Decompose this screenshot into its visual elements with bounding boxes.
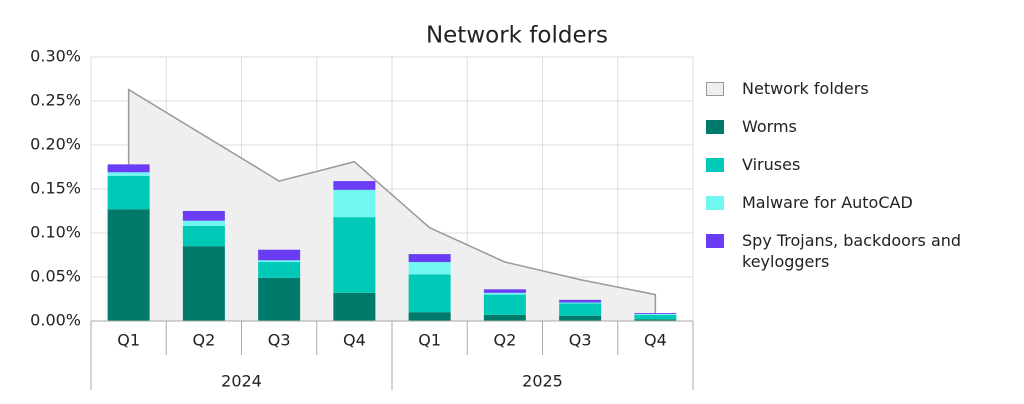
legend-item: Malware for AutoCAD	[706, 192, 1016, 213]
bar-segment	[408, 274, 451, 313]
y-tick-label: 0.15%	[30, 179, 81, 198]
y-tick-label: 0.05%	[30, 267, 81, 286]
bar-segment	[559, 315, 602, 321]
legend-label: Worms	[742, 117, 797, 136]
bar-segment	[182, 225, 225, 247]
y-tick-label: 0.10%	[30, 223, 81, 242]
bar-segment	[333, 189, 376, 218]
legend-item: Spy Trojans, backdoors and keyloggers	[706, 230, 1016, 272]
bar-segment	[182, 220, 225, 226]
bar-segment	[559, 303, 602, 316]
bar-segment	[408, 312, 451, 321]
legend-swatch	[706, 196, 724, 210]
bar-segment	[182, 246, 225, 321]
area-line	[127, 88, 657, 321]
x-tick-label: Q2	[192, 331, 215, 350]
bar-segment	[107, 164, 150, 173]
legend-item: Network folders	[706, 78, 1016, 99]
bar-segment	[107, 175, 150, 210]
x-tick-label: Q4	[644, 331, 667, 350]
legend-label: Malware for AutoCAD	[742, 193, 913, 212]
legend-swatch	[706, 120, 724, 134]
legend-label: Network folders	[742, 79, 869, 98]
legend: Network folders Worms Viruses Malware for A…	[706, 78, 1016, 289]
bar-segment	[483, 292, 526, 295]
bar-segment	[182, 211, 225, 221]
bar-segment	[258, 260, 301, 263]
bar-segment	[333, 217, 376, 293]
bar-segment	[634, 314, 677, 320]
legend-item: Viruses	[706, 154, 1016, 175]
bar-segment	[258, 249, 301, 261]
bar-segment	[559, 299, 602, 303]
legend-swatch	[706, 234, 724, 248]
x-tick-label: Q3	[268, 331, 291, 350]
bar-segment	[107, 172, 150, 176]
bar-segment	[107, 209, 150, 321]
bar-segment	[408, 262, 451, 275]
bar-segment	[258, 277, 301, 321]
bar-segment	[634, 319, 677, 321]
legend-swatch	[706, 82, 724, 96]
x-tick-label: Q3	[569, 331, 592, 350]
bar-segment	[559, 302, 602, 304]
legend-item: Worms	[706, 116, 1016, 137]
group-label: 2025	[522, 372, 563, 391]
x-tick-label: Q4	[343, 331, 366, 350]
bar-segment	[483, 294, 526, 315]
bar-segment	[483, 289, 526, 293]
y-tick-label: 0.25%	[30, 91, 81, 110]
bar-segment	[333, 292, 376, 321]
chart-title: Network folders	[426, 23, 608, 49]
bar-segment	[634, 313, 677, 314]
y-tick-label: 0.00%	[30, 311, 81, 330]
legend-label: Spy Trojans, backdoors and keyloggers	[742, 231, 962, 271]
x-tick-label: Q1	[418, 331, 441, 350]
legend-label: Viruses	[742, 155, 801, 174]
bar-segment	[258, 262, 301, 278]
y-tick-label: 0.20%	[30, 135, 81, 154]
group-label: 2024	[221, 372, 262, 391]
bar-segment	[483, 314, 526, 321]
bar-segment	[408, 254, 451, 263]
x-tick-label: Q1	[117, 331, 140, 350]
y-tick-label: 0.30%	[30, 47, 81, 66]
bar-segment	[634, 313, 677, 315]
bar-segment	[333, 181, 376, 190]
legend-swatch	[706, 158, 724, 172]
x-tick-label: Q2	[493, 331, 516, 350]
